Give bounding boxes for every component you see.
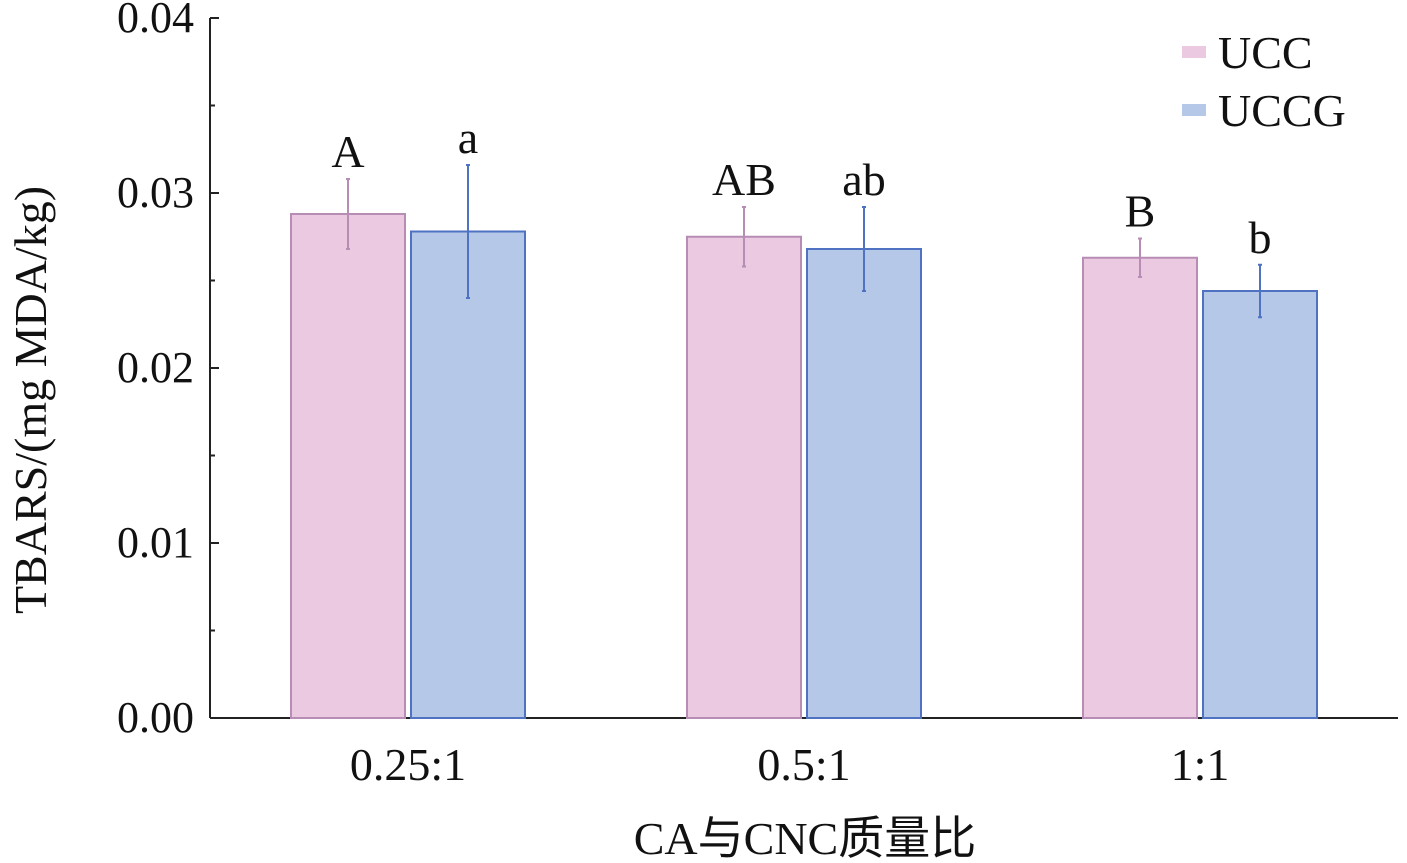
- y-tick-label: 0.02: [117, 343, 194, 392]
- x-tick-label: 0.25:1: [350, 739, 466, 790]
- significance-label: b: [1249, 212, 1272, 263]
- legend-label-uccg: UCCG: [1218, 85, 1346, 136]
- y-tick-label: 0.04: [117, 0, 194, 42]
- bar-uccg-1: [806, 248, 922, 719]
- significance-label: AB: [712, 154, 776, 205]
- x-axis-title: CA与CNC质量比: [634, 813, 976, 863]
- legend-label-ucc: UCC: [1218, 27, 1313, 78]
- significance-label: B: [1125, 186, 1156, 237]
- legend-swatch-ucc: [1182, 46, 1206, 58]
- y-axis-title: TBARS/(mg MDA/kg): [5, 186, 56, 614]
- legend-swatch-uccg: [1182, 104, 1206, 116]
- significance-label: a: [458, 112, 478, 163]
- x-tick-label: 1:1: [1171, 739, 1230, 790]
- bar-ucc-2: [1082, 256, 1198, 719]
- bar-uccg-2: [1202, 290, 1318, 719]
- legend: UCC UCCG: [1182, 27, 1346, 136]
- y-tick-label: 0.01: [117, 518, 194, 567]
- significance-label: A: [331, 126, 364, 177]
- y-tick-label: 0.03: [117, 168, 194, 217]
- y-ticks: 0.00 0.01 0.02 0.03 0.04: [117, 0, 219, 742]
- bar-uccg-0: [410, 230, 526, 719]
- bar-ucc-1: [686, 235, 802, 719]
- x-tick-label: 0.5:1: [757, 739, 850, 790]
- y-tick-label: 0.00: [117, 693, 194, 742]
- significance-label: ab: [842, 154, 885, 205]
- bar-ucc-0: [290, 213, 406, 719]
- x-ticks: 0.25:1 0.5:1 1:1: [350, 739, 1230, 790]
